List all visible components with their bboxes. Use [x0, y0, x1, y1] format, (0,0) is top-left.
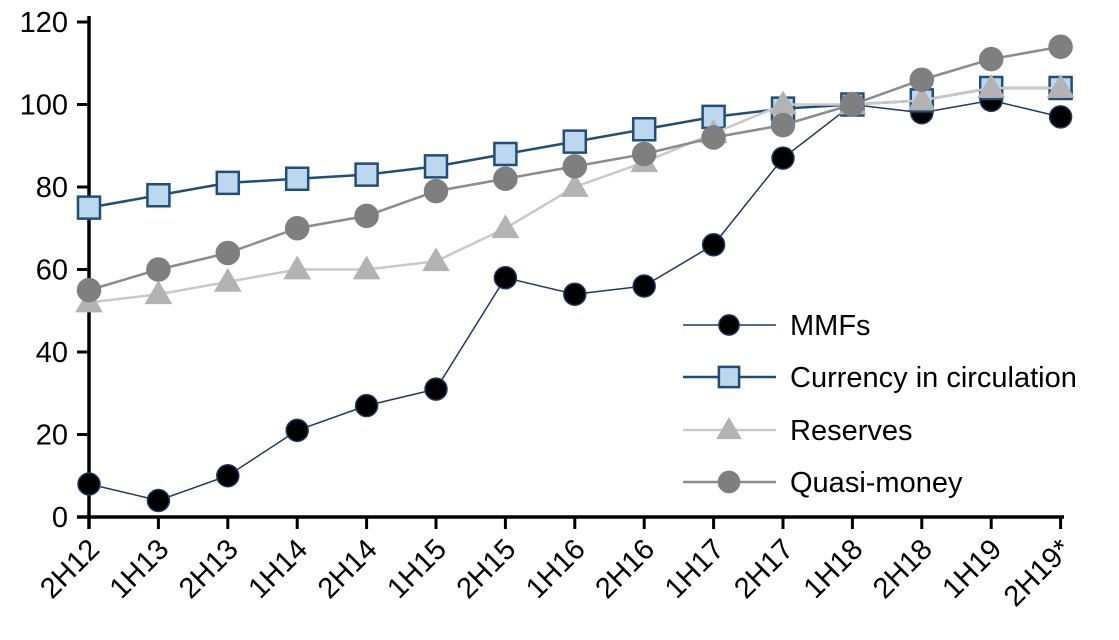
legend: MMFs Currency in circulation Reserves Quasi…: [683, 310, 1077, 499]
series-point: [285, 418, 309, 443]
legend-marker: [718, 314, 740, 336]
y-axis-label: 100: [20, 90, 68, 122]
series-point: [424, 377, 448, 401]
legend-marker: [716, 417, 742, 440]
x-axis-label: 2H17: [728, 533, 800, 605]
legend-item-reserves: Reserves: [683, 415, 913, 447]
series-point: [631, 141, 657, 167]
series-point: [215, 240, 241, 266]
y-axis-label: 80: [36, 172, 68, 204]
series-point: [977, 74, 1006, 98]
series-point: [491, 214, 520, 239]
series-point: [493, 266, 518, 290]
x-axis-label: 2H15: [451, 533, 523, 605]
series-point: [284, 166, 310, 191]
series-point: [216, 464, 240, 488]
series-point: [1048, 105, 1073, 129]
x-axis-label: 1H19: [936, 533, 1008, 605]
series-point: [909, 67, 935, 92]
series-point: [144, 280, 173, 305]
series-point: [146, 183, 171, 208]
series-point: [560, 173, 589, 197]
legend-marker: [717, 365, 741, 389]
x-axis-label: 1H16: [520, 533, 592, 605]
x-axis-label: 1H15: [381, 533, 453, 605]
legend-marker: [717, 470, 741, 494]
y-axis-label: 40: [36, 337, 68, 369]
series-point: [840, 92, 865, 117]
x-axis-label: 1H13: [104, 533, 176, 605]
y-axis-label: 120: [20, 7, 68, 39]
legend-label: Reserves: [790, 415, 913, 447]
series-point: [632, 274, 656, 298]
x-axis-label: 2H16: [589, 533, 661, 605]
series-point: [215, 170, 241, 196]
series-point: [213, 267, 242, 292]
x-axis-label: 2H12: [34, 533, 106, 605]
y-axis-label: 60: [36, 255, 68, 287]
series-point: [423, 178, 449, 204]
series-point: [146, 488, 171, 513]
series-point: [907, 86, 936, 111]
series-point: [562, 129, 588, 154]
x-axis-label: 1H17: [659, 533, 731, 605]
series-point: [284, 216, 310, 241]
x-axis-label: 2H14: [312, 533, 384, 605]
series-point: [631, 117, 657, 142]
legend-item-quasi-money: Quasi-money: [683, 467, 963, 499]
legend-label: Quasi-money: [790, 467, 963, 499]
series-point: [563, 282, 587, 306]
legend-item-currency-in-circulation: Currency in circulation: [683, 362, 1077, 394]
series-point: [146, 257, 171, 282]
y-axis-label: 20: [36, 420, 68, 452]
series-point: [978, 46, 1004, 72]
x-axis-label: 1H18: [798, 533, 870, 605]
legend-label: Currency in circulation: [790, 362, 1077, 394]
series-point: [352, 255, 381, 280]
series-point: [771, 146, 795, 170]
x-axis-label: 2H18: [867, 533, 939, 605]
x-axis-label: 1H14: [242, 533, 314, 605]
series-point: [76, 277, 102, 303]
series-point: [701, 233, 726, 257]
series-point: [77, 472, 101, 496]
series-point: [354, 162, 379, 187]
series-point: [1046, 74, 1075, 98]
series-point: [283, 255, 312, 280]
x-axis-label: 2H19*: [998, 533, 1078, 613]
series-point: [423, 154, 449, 179]
series-point: [354, 203, 379, 229]
legend-item-mmfs: MMFs: [683, 310, 871, 342]
y-axis-label: 0: [52, 502, 68, 534]
series-point: [562, 154, 588, 179]
series-point: [493, 141, 518, 167]
series-point: [422, 247, 450, 272]
series-point: [493, 166, 518, 191]
series-point: [701, 125, 726, 150]
legend-label: MMFs: [790, 310, 871, 342]
series-point: [770, 112, 796, 138]
x-axis-label: 2H13: [173, 533, 245, 605]
series-point: [1048, 34, 1073, 59]
series-point: [354, 393, 379, 418]
series-quasi-money: [76, 34, 1073, 303]
series-point: [76, 195, 102, 220]
